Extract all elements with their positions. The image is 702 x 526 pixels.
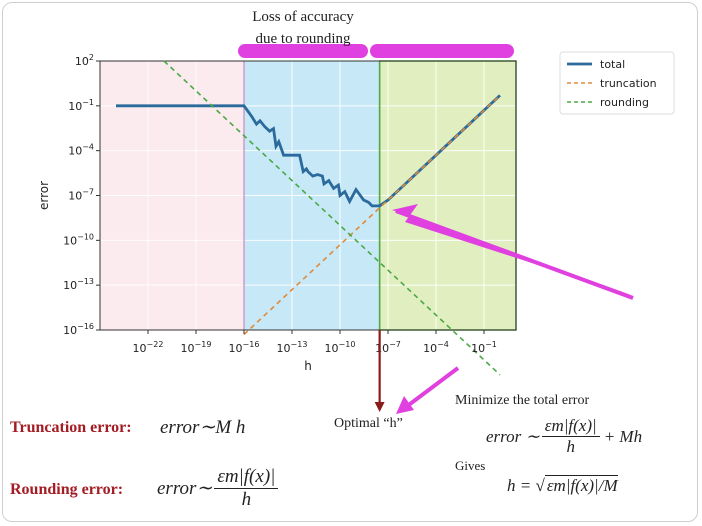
optimal-h-label: Optimal “h”	[334, 416, 403, 431]
y-tick-label: 10−7	[68, 188, 94, 203]
series-total-line	[116, 94, 501, 208]
truncation-formula: error∼M h	[160, 417, 246, 438]
y-tick-label: 10−16	[63, 322, 94, 337]
loss-of-accuracy-label: Loss of accuracy due to rounding	[228, 6, 378, 50]
x-tick-label: 10−4	[423, 340, 449, 355]
legend-label-rounding: rounding	[600, 96, 649, 109]
y-tick-label: 10−13	[63, 277, 94, 292]
x-axis-label: h	[304, 359, 312, 373]
rounding-formula: error∼ εm|f(x)| h	[157, 466, 279, 511]
optimal-h-formula: h = √ εm|f(x)|/M	[507, 475, 618, 496]
series-truncation-line	[243, 94, 501, 336]
magenta-arrow-to-label-head	[396, 396, 414, 414]
x-tick-label: 10−22	[133, 340, 164, 355]
x-tick-label: 10−10	[325, 340, 356, 355]
y-tick-label: 10−4	[68, 143, 94, 158]
minimize-formula-fraction: εm|f(x)| h	[541, 416, 600, 457]
series-rounding-line	[163, 60, 501, 376]
minimize-formula-suffix: + Mh	[603, 426, 643, 446]
legend-label-total: total	[600, 58, 625, 71]
optimal-h-formula-prefix: h = √	[507, 476, 545, 495]
legend-box	[559, 51, 675, 115]
y-axis-label: error	[37, 181, 51, 210]
loss-of-accuracy-line2: due to rounding	[255, 31, 351, 47]
optimal-h-formula-radicand: εm|f(x)|/M	[544, 475, 618, 495]
rounding-formula-numerator: εm|f(x)|	[214, 466, 279, 489]
y-tick-label: 10−10	[63, 232, 94, 247]
x-tick-label: 10−19	[181, 340, 212, 355]
minimize-formula-prefix: error ∼	[486, 426, 540, 446]
x-tick-label: 10−1	[471, 340, 497, 355]
minimize-formula-denominator: h	[566, 437, 575, 456]
rounding-formula-denominator: h	[241, 489, 252, 510]
rounding-formula-fraction: εm|f(x)| h	[214, 466, 279, 511]
minimize-formula-numerator: εm|f(x)|	[541, 416, 600, 437]
highlight-bar-rounding-zone	[238, 44, 368, 58]
optimal-down-arrow-head	[374, 402, 385, 412]
rounding-formula-prefix: error∼	[157, 478, 213, 499]
legend-label-truncation: truncation	[600, 77, 657, 90]
minimize-formula: error ∼ εm|f(x)| h + Mh	[486, 416, 642, 457]
magenta-arrow-to-minimum-shaft	[395, 209, 634, 300]
y-tick-label: 102	[75, 53, 94, 68]
loss-of-accuracy-line1: Loss of accuracy	[252, 9, 354, 25]
truncation-error-label: Truncation error:	[10, 419, 132, 436]
x-tick-label: 10−13	[277, 340, 308, 355]
y-tick-label: 10−1	[68, 98, 94, 113]
highlight-bar-truncation-zone	[370, 44, 514, 58]
magenta-arrow-to-label-shaft	[400, 366, 460, 412]
minimize-total-error-label: Minimize the total error	[455, 393, 590, 408]
gives-label: Gives	[455, 458, 486, 473]
x-tick-label: 10−16	[229, 340, 260, 355]
rounding-error-label: Rounding error:	[10, 481, 124, 498]
